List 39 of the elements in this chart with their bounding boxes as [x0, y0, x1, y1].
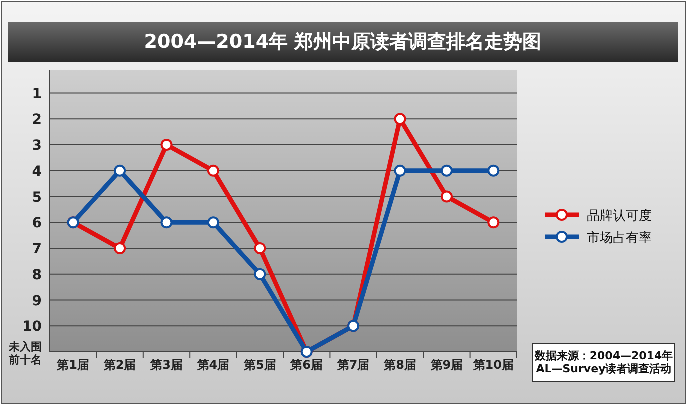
point: [488, 164, 500, 177]
point: [160, 139, 173, 152]
x-tick-label: 第3届: [150, 358, 183, 372]
x-tick-label: 第8届: [383, 358, 416, 372]
x-tick-label: 第4届: [196, 358, 230, 372]
y-tick-label: 3: [32, 138, 42, 154]
point: [254, 242, 266, 255]
point: [440, 164, 453, 177]
y-tick-label: 8: [32, 267, 42, 284]
point: [114, 164, 126, 177]
point: [440, 190, 453, 203]
chart-title: 2004—2014年 郑州中原读者调查排名走势图: [144, 31, 542, 53]
x-tick-label: 第6届: [290, 358, 324, 372]
point: [207, 164, 220, 177]
x-tick-label: 第10届: [472, 358, 514, 372]
point: [114, 242, 126, 255]
legend-label: 品牌认可度: [587, 208, 652, 224]
y-tick-label: 5: [32, 190, 42, 206]
x-tick-label: 第5届: [242, 358, 276, 372]
x-tick-label: 第7届: [336, 358, 370, 372]
x-tick-label: 第2届: [102, 358, 136, 372]
y-tick-label: 1: [32, 86, 42, 102]
legend-label: 市场占有率: [587, 230, 652, 246]
point: [254, 268, 266, 280]
x-tick-label: 第9届: [430, 358, 464, 372]
y-tick-label: 2: [32, 112, 42, 128]
y-tick-label: 9: [32, 293, 42, 310]
y-tick-label: 7: [32, 242, 42, 258]
point: [488, 216, 500, 229]
point: [394, 113, 406, 126]
point: [394, 164, 406, 177]
y-tick-label: 6: [32, 216, 42, 232]
y-tick-label: 未入围前十名: [8, 340, 42, 366]
y-tick-label: 4: [32, 164, 42, 180]
y-tick-label: 10: [22, 319, 42, 336]
point: [207, 216, 220, 229]
point: [160, 216, 173, 229]
source-note: 数据来源：2004—2014年 AL—Survey读者调查活动: [534, 350, 674, 376]
x-tick-label: 第1届: [56, 358, 90, 372]
